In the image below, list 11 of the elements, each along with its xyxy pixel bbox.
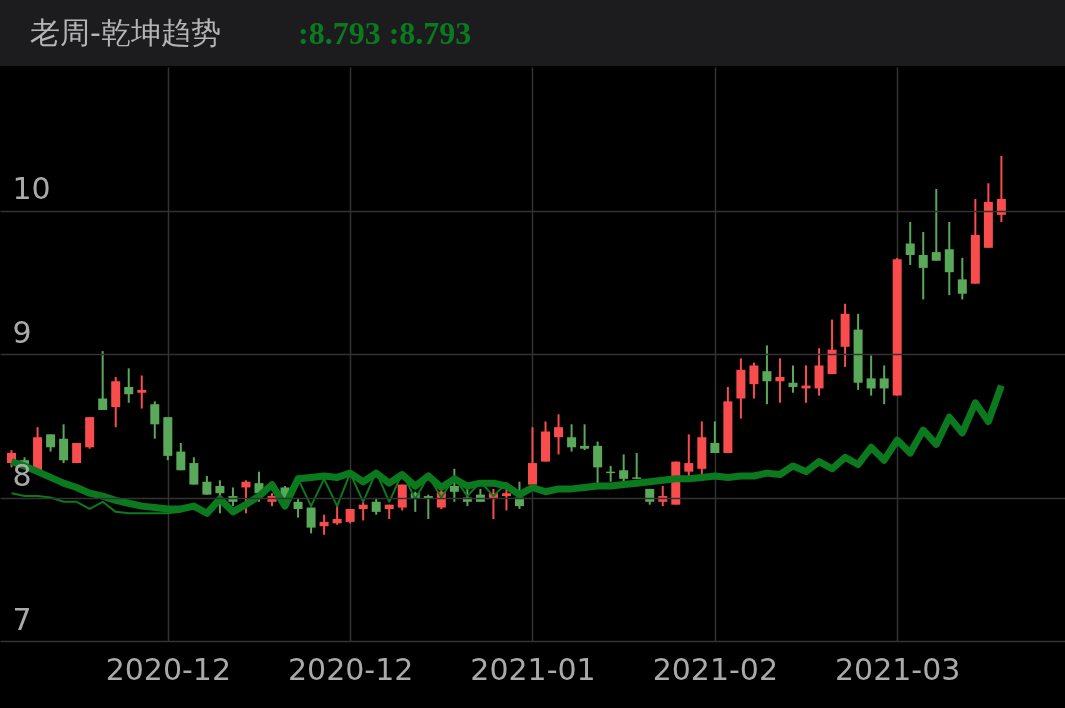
y-tick-label: 8 bbox=[12, 458, 32, 493]
chart-subtitle: :8.793 :8.793 bbox=[298, 14, 472, 51]
y-tick-label: 9 bbox=[12, 314, 32, 350]
x-tick-label: 2020-12 bbox=[287, 651, 414, 687]
x-tick-label: 2020-12 bbox=[105, 651, 231, 687]
x-tick-label: 2021-01 bbox=[470, 651, 596, 687]
x-tick-label: 2021-02 bbox=[652, 651, 779, 687]
x-tick-label: 2021-03 bbox=[835, 651, 961, 687]
y-tick-label: 10 bbox=[12, 171, 51, 206]
y-tick-label: 7 bbox=[12, 601, 32, 637]
chart-title: 老周-乾坤趋势 bbox=[30, 14, 221, 50]
